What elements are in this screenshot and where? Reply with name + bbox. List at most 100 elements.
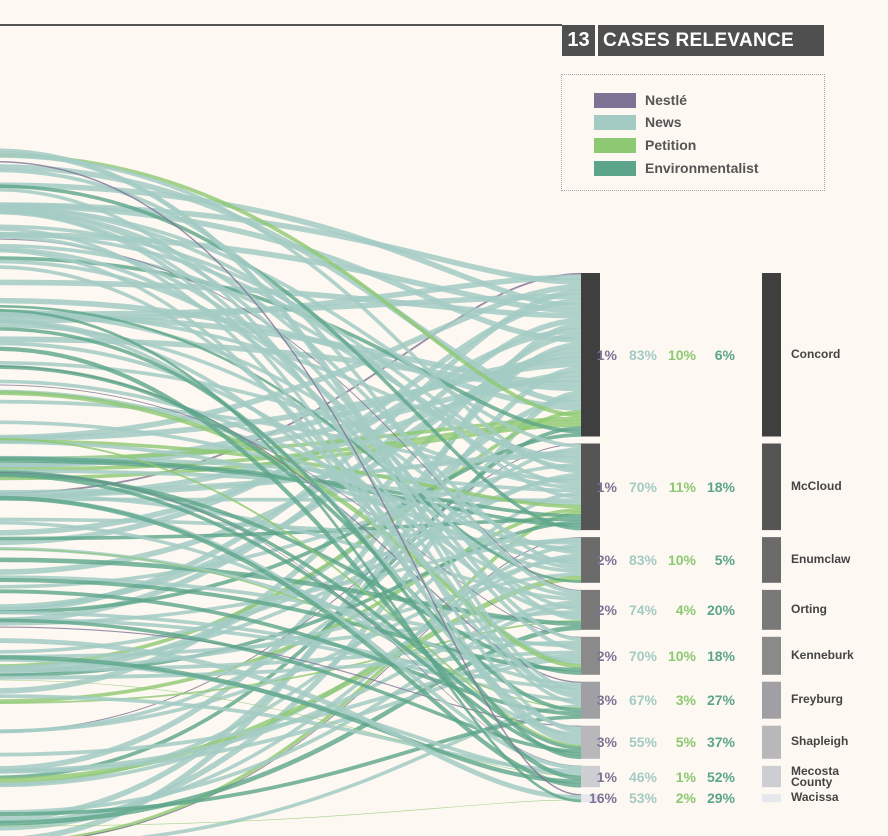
case-bar — [581, 725, 600, 759]
percent-label: 2% — [596, 552, 617, 568]
case-name-bar — [762, 589, 781, 630]
flow-line — [0, 437, 582, 747]
section-title: CASES RELEVANCE — [598, 25, 824, 56]
flow-line — [0, 211, 582, 740]
percent-label: 3% — [596, 734, 617, 751]
legend-swatch — [594, 137, 636, 153]
percent-label: 70% — [628, 647, 657, 664]
percent-label: 1% — [596, 768, 617, 785]
case-bars — [581, 273, 781, 803]
percent-label: 4% — [675, 601, 696, 618]
percent-label: 37% — [706, 734, 735, 751]
flow-line — [0, 472, 582, 767]
flow-line — [0, 433, 582, 615]
flow-line — [0, 238, 582, 591]
flow-line — [0, 327, 582, 760]
flow-line — [0, 184, 582, 531]
flow-line — [0, 650, 582, 680]
case-name: Enumclaw — [791, 552, 851, 566]
percent-label: 3% — [596, 692, 617, 709]
case-name-bar — [762, 443, 781, 531]
flow-line — [0, 227, 582, 746]
case-bar — [581, 636, 600, 675]
flow-line — [0, 309, 582, 803]
flow-line — [0, 473, 582, 756]
case-name: Mecosta County — [791, 763, 840, 789]
percent-label: 52% — [706, 768, 735, 785]
flow-line — [0, 265, 582, 705]
case-name-bar — [762, 725, 781, 759]
section-number: 13 — [562, 25, 595, 56]
percent-label: 29% — [706, 790, 735, 807]
flow-line — [0, 626, 582, 727]
flow-line — [0, 207, 582, 567]
percent-label: 1% — [675, 768, 696, 785]
percent-label: 18% — [706, 478, 735, 495]
case-bar — [581, 273, 600, 437]
legend-label: Environmentalist — [645, 160, 759, 176]
legend-item-nestle: Nestlé — [594, 91, 687, 109]
percent-label: 16% — [588, 790, 617, 807]
case-name: Concord — [791, 346, 841, 361]
percent-label: 53% — [628, 790, 657, 807]
flow-line — [0, 423, 582, 481]
case-name: McCloud — [791, 478, 842, 493]
percent-label: 83% — [628, 346, 657, 363]
case-name-bar — [762, 537, 781, 583]
legend-item-petition: Petition — [594, 136, 696, 154]
case-name-bar — [762, 273, 781, 437]
case-bar — [581, 765, 600, 788]
percent-label: 1% — [596, 346, 617, 363]
percent-label: 46% — [628, 768, 657, 785]
percent-label: 11% — [668, 478, 696, 495]
percent-label: 20% — [706, 601, 735, 618]
flow-line — [0, 447, 582, 734]
case-name: Kenneburk — [791, 647, 854, 662]
flow-line — [0, 249, 582, 743]
percent-label: 2% — [596, 601, 617, 618]
case-bar — [581, 589, 600, 630]
legend: Nestlé News Petition Environmentalist — [561, 74, 825, 191]
flow-line — [0, 618, 582, 753]
percent-label: 67% — [628, 692, 657, 709]
flow-line — [0, 346, 582, 781]
flow-line — [0, 188, 582, 734]
percent-label: 2% — [596, 647, 617, 664]
percent-label: 83% — [628, 552, 657, 568]
flow-line — [0, 638, 582, 801]
case-name: Wacissa — [791, 790, 839, 805]
case-name-bar — [762, 681, 781, 719]
legend-swatch — [594, 114, 636, 130]
flow-line — [0, 210, 582, 699]
flow-line — [0, 610, 582, 659]
percent-label: 10% — [667, 552, 696, 568]
case-name-bar — [762, 794, 781, 803]
percent-label: 1% — [596, 478, 617, 495]
flow-line — [139, 704, 582, 836]
legend-label: Nestlé — [645, 92, 688, 108]
flow-line — [0, 161, 582, 796]
flow-line — [0, 416, 582, 461]
percent-label: 74% — [628, 601, 657, 618]
flow-line — [0, 256, 582, 434]
flow-line — [0, 557, 582, 627]
flow-lines — [0, 148, 582, 836]
flow-line — [0, 799, 582, 827]
flow-line — [0, 151, 582, 696]
flow-line — [0, 610, 582, 690]
flow-line — [0, 205, 582, 448]
flow-line — [0, 202, 582, 343]
case-name: Freyburg — [791, 692, 844, 707]
legend-swatch — [594, 160, 636, 176]
percent-label: 2% — [675, 790, 696, 807]
case-bar — [581, 537, 600, 583]
flow-line — [0, 655, 582, 784]
flow-line — [0, 715, 582, 817]
percent-label: 5% — [714, 552, 735, 568]
flow-line — [0, 247, 582, 652]
percent-label: 27% — [706, 692, 735, 709]
flow-line — [0, 182, 582, 309]
legend-label: Petition — [645, 137, 697, 153]
